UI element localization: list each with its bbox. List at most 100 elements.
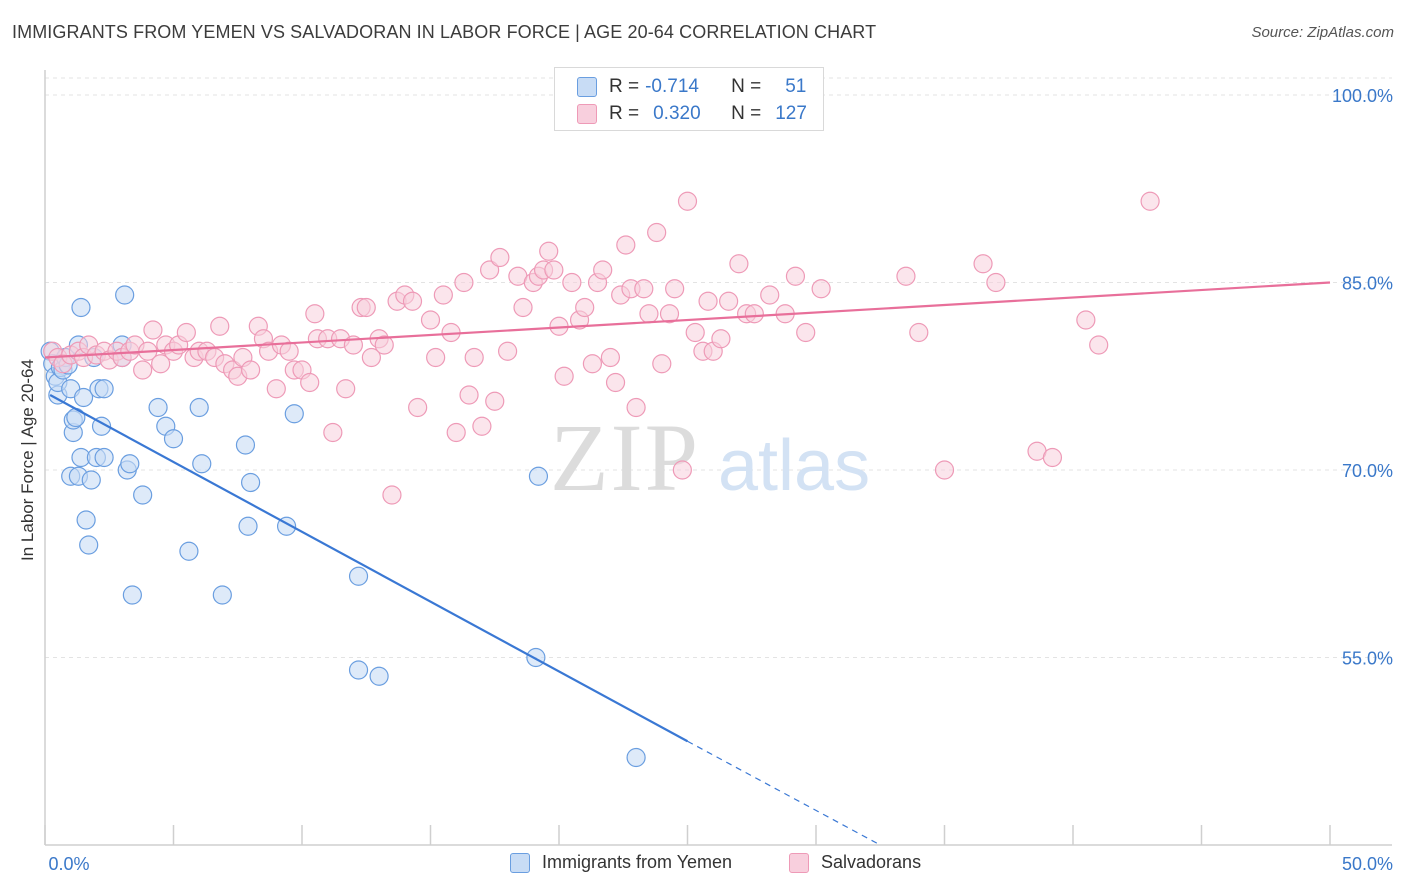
data-point-salvadorans [973,254,993,274]
data-point-salvadorans [133,360,153,380]
bottom-legend-label-salvadorans: Salvadorans [821,852,922,872]
watermark-zip: ZIP [550,404,700,511]
data-point-yemen [212,585,232,605]
data-point-salvadorans [554,366,574,386]
data-point-salvadorans [490,247,510,268]
data-point-salvadorans [336,379,356,399]
data-point-salvadorans [210,316,230,336]
data-point-salvadorans [426,347,446,368]
data-point-salvadorans [600,347,621,368]
axes [44,70,1392,846]
data-point-salvadorans [785,266,806,286]
data-point-yemen [81,470,101,490]
data-point-salvadorans [796,322,816,343]
data-point-salvadorans [1089,335,1109,355]
data-point-salvadorans [176,322,196,343]
data-point-salvadorans [446,422,466,443]
data-point-salvadorans [408,397,428,418]
data-point-salvadorans [480,260,500,280]
bottom-legend-swatch-pink [789,852,809,873]
legend-n-value: 127 [775,103,807,124]
data-point-yemen [284,404,304,424]
data-point-yemen [120,454,140,474]
legend-row-yemen: R = -0.714 N = 51 [577,74,806,100]
data-point-salvadorans [659,304,680,324]
trend-line-yemen [49,394,689,743]
bottom-legend-label-yemen: Immigrants from Yemen [542,852,733,872]
data-point-yemen [79,535,99,555]
data-point-yemen [189,397,209,418]
data-point-yemen [148,397,168,418]
data-point-yemen [71,297,91,318]
trend-line-yemen-extension [687,740,881,846]
data-point-salvadorans [420,310,441,330]
data-point-salvadorans [647,222,667,243]
data-point-salvadorans [811,279,831,299]
legend-r-label: R = [609,103,640,124]
legend-r-value: 0.320 [653,103,701,124]
data-point-yemen [133,485,153,505]
data-point-yemen [115,285,135,305]
data-point-salvadorans [729,254,749,274]
data-point-salvadorans [382,485,402,505]
data-point-salvadorans [744,304,764,324]
data-point-salvadorans [575,297,595,318]
data-point-salvadorans [323,422,343,443]
legend-n-value: 51 [785,76,807,97]
data-point-salvadorans [711,329,731,349]
trend-line-salvadorans [44,281,1331,359]
data-point-salvadorans [986,272,1006,293]
bottom-legend-yemen: Immigrants from Yemen [510,852,732,873]
data-point-salvadorans [672,460,692,480]
data-point-salvadorans [1076,310,1096,330]
data-point-salvadorans [652,354,672,374]
data-point-yemen [235,435,256,455]
data-point-yemen [348,566,369,586]
x-tick-label: 50.0% [1342,854,1393,874]
data-point-salvadorans [605,372,626,393]
data-point-salvadorans [685,322,705,343]
data-point-salvadorans [562,272,582,293]
data-point-salvadorans [677,191,698,211]
data-point-yemen [238,516,258,536]
data-point-yemen [163,429,184,449]
data-point-yemen [369,666,389,686]
data-point-salvadorans [513,297,533,318]
data-point-salvadorans [719,291,739,311]
trend-lines [44,281,1331,846]
data-point-salvadorans [616,235,636,255]
legend-row-salvadorans: R = 0.320 N = 127 [577,101,807,127]
data-point-salvadorans [544,260,564,280]
data-point-yemen [76,510,96,530]
data-point-salvadorans [485,391,505,411]
data-point-salvadorans [1140,191,1160,211]
data-point-salvadorans [909,322,929,343]
legend-swatch-pink [577,104,597,124]
data-point-salvadorans [760,285,780,305]
bottom-legend-salvadorans: Salvadorans [789,852,921,873]
data-point-salvadorans [464,347,484,368]
x-tick-label: 0.0% [48,854,89,874]
data-point-salvadorans [639,304,659,324]
data-point-salvadorans [626,397,646,418]
legend-swatch-blue [577,77,597,97]
data-point-salvadorans [433,285,453,305]
data-point-salvadorans [459,385,479,405]
stats-legend: R = -0.714 N = 51 R = 0.320 N = 127 [554,67,824,131]
y-tick-label: 85.0% [1342,274,1393,294]
data-point-salvadorans [402,291,423,311]
data-point-salvadorans [374,335,394,355]
data-point-salvadorans [896,266,916,286]
data-point-salvadorans [305,304,325,324]
data-point-salvadorans [498,341,518,361]
data-point-yemen [122,585,142,605]
tick-labels: 55.0% 70.0% 85.0% 100.0% 0.0% 50.0% [48,86,1393,874]
chart-title: IMMIGRANTS FROM YEMEN VS SALVADORAN IN L… [12,22,877,42]
data-point-yemen [626,747,646,768]
y-axis-label: In Labor Force | Age 20-64 [18,359,37,561]
bottom-legend-swatch-blue [510,852,530,873]
data-point-yemen [91,416,112,436]
data-point-salvadorans [300,372,320,393]
data-point-salvadorans [698,291,718,311]
